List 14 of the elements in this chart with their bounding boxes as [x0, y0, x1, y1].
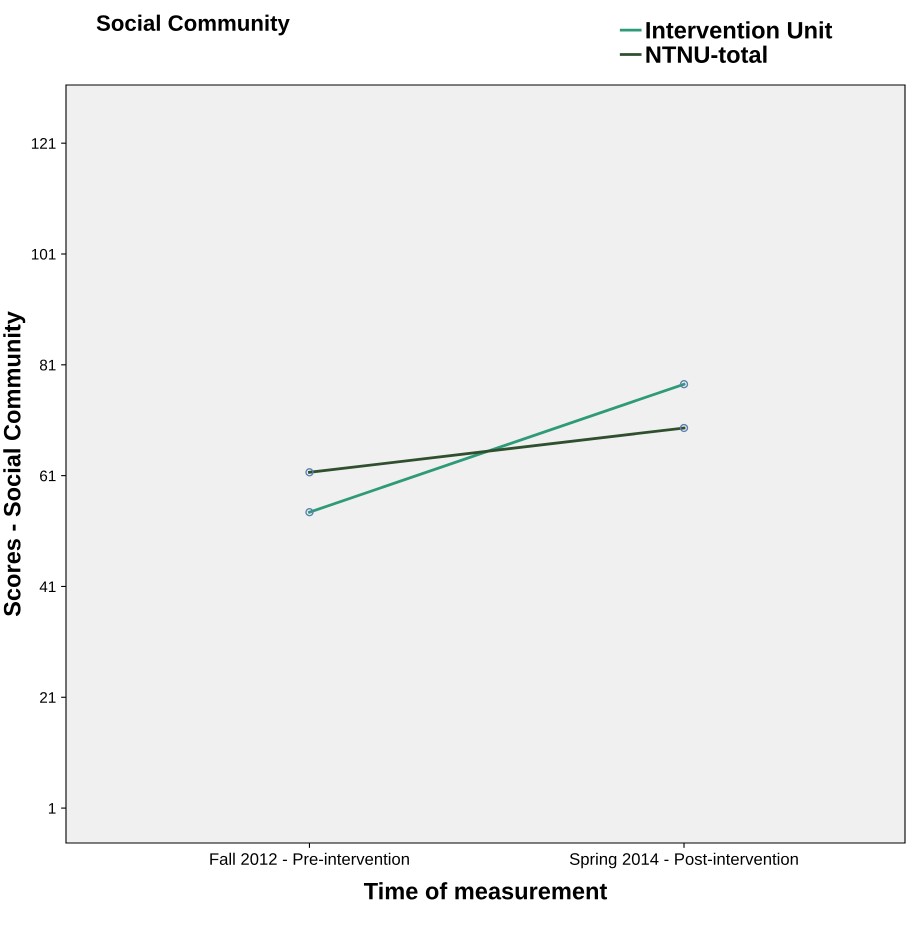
y-tick-label: 1 — [48, 803, 56, 814]
y-tick-label: 21 — [40, 692, 56, 703]
x-tick-label: Fall 2012 - Pre-intervention — [210, 852, 409, 865]
legend-label: Intervention Unit — [646, 21, 832, 39]
y-tick-label: 81 — [40, 360, 56, 371]
y-tick-label: 101 — [32, 248, 56, 260]
y-tick-label: 121 — [32, 138, 56, 149]
x-axis-title: Time of measurement — [364, 882, 608, 900]
legend-label: NTNU-total — [646, 46, 766, 63]
chart-title: Social Community — [96, 14, 290, 36]
x-tick-label: Spring 2014 - Post-intervention — [570, 852, 798, 868]
y-tick-label: 61 — [40, 470, 56, 482]
y-tick-label: 41 — [40, 581, 56, 592]
y-axis-title: Scores - Social Community — [3, 311, 26, 616]
